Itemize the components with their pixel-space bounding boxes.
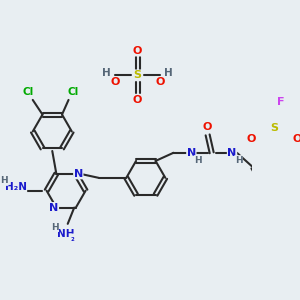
Text: N: N xyxy=(227,148,237,158)
Text: N: N xyxy=(187,148,196,158)
Text: ₂: ₂ xyxy=(71,234,74,243)
Text: H: H xyxy=(1,176,8,185)
Text: Cl: Cl xyxy=(22,87,34,97)
Text: S: S xyxy=(134,70,142,80)
Text: H: H xyxy=(164,68,173,78)
Text: NH: NH xyxy=(57,229,75,238)
Text: O: O xyxy=(292,134,300,144)
Text: H: H xyxy=(51,223,59,232)
Text: H: H xyxy=(235,156,242,165)
Text: O: O xyxy=(133,94,142,105)
Text: S: S xyxy=(270,123,278,133)
Text: H: H xyxy=(194,156,202,165)
Text: O: O xyxy=(110,77,120,87)
Text: H₂N: H₂N xyxy=(5,182,27,192)
Text: O: O xyxy=(156,77,165,87)
Text: O: O xyxy=(133,46,142,56)
Text: F: F xyxy=(277,97,285,107)
Text: H: H xyxy=(102,68,111,78)
Text: Cl: Cl xyxy=(68,87,79,97)
Text: O: O xyxy=(202,122,212,132)
Text: N: N xyxy=(49,202,58,213)
Text: O: O xyxy=(247,134,256,144)
Text: N: N xyxy=(74,169,83,179)
